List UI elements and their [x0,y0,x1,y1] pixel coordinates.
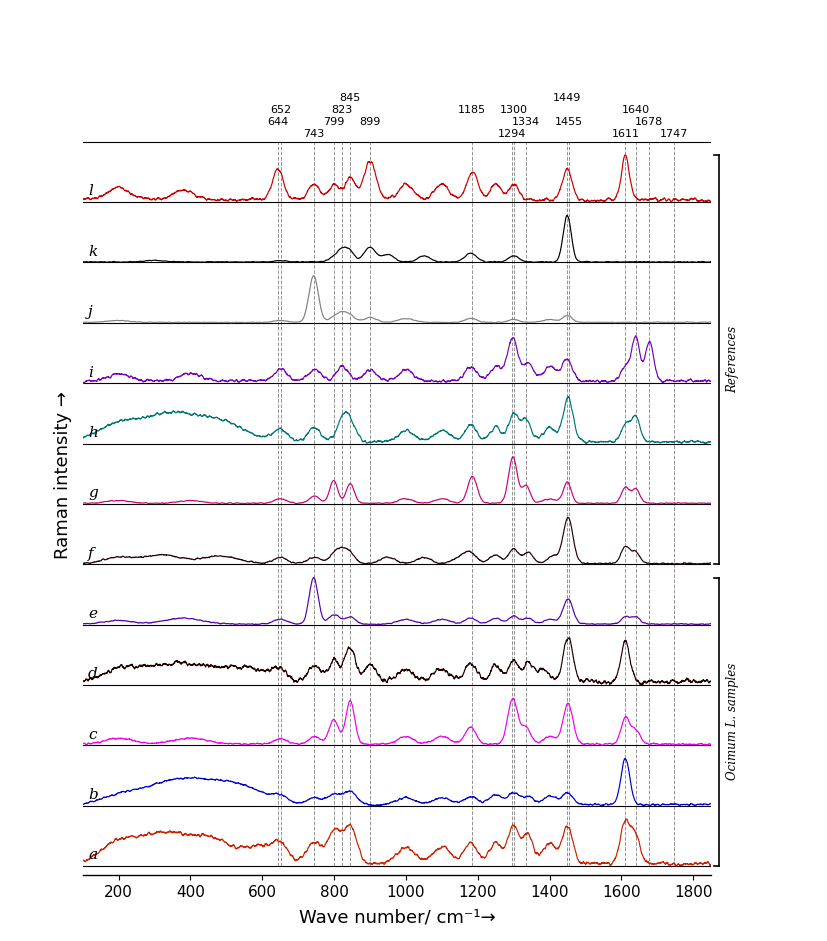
Text: j: j [88,305,93,319]
Text: d: d [88,667,98,681]
Text: 823: 823 [332,105,353,115]
Text: g: g [88,486,98,501]
Text: 1334: 1334 [512,118,540,127]
Text: 799: 799 [323,118,344,127]
Text: 845: 845 [340,93,361,104]
Text: 899: 899 [359,118,380,127]
Text: k: k [88,245,98,259]
Text: 1294: 1294 [497,129,526,139]
Text: 1185: 1185 [458,105,486,115]
Text: i: i [88,365,93,379]
Text: 1678: 1678 [635,118,663,127]
Text: l: l [88,184,93,199]
Text: 1449: 1449 [553,93,581,104]
Text: 1455: 1455 [555,118,583,127]
Text: h: h [88,426,98,439]
Text: b: b [88,788,98,802]
Text: Ocimum L. samples: Ocimum L. samples [726,663,739,780]
Text: 644: 644 [267,118,289,127]
Text: 1300: 1300 [500,105,528,115]
Y-axis label: Raman intensity →: Raman intensity → [54,391,72,559]
Text: c: c [88,727,97,742]
Text: f: f [88,547,93,561]
Text: 743: 743 [303,129,324,139]
Text: a: a [88,849,98,863]
Text: 1611: 1611 [611,129,639,139]
Text: 652: 652 [270,105,291,115]
X-axis label: Wave number/ cm⁻¹→: Wave number/ cm⁻¹→ [299,908,495,926]
Text: e: e [88,607,97,621]
Text: 1747: 1747 [660,129,688,139]
Text: 1640: 1640 [622,105,650,115]
Text: References: References [726,326,739,393]
